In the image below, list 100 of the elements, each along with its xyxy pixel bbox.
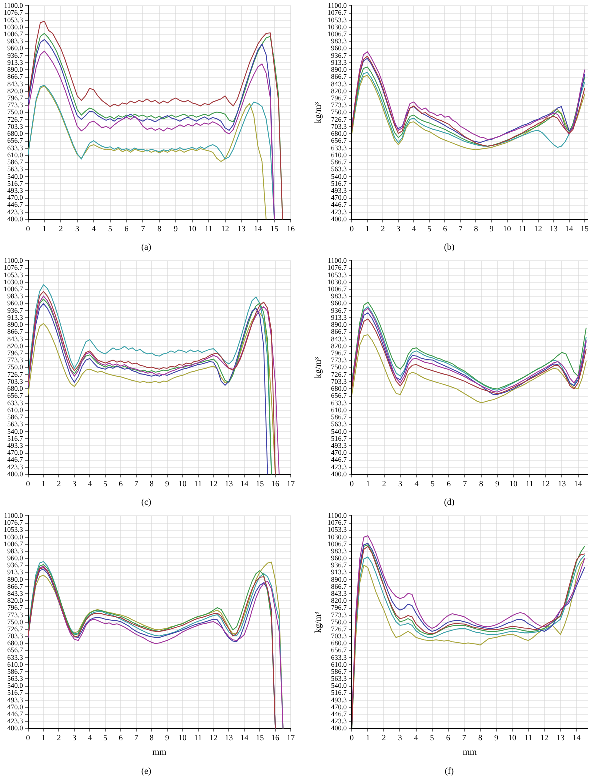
x-tick-label: 0: [26, 479, 30, 488]
x-tick-label: 10: [508, 734, 517, 743]
x-tick-label: 17: [287, 734, 295, 743]
x-tick-label: 1: [42, 224, 47, 234]
x-tick-label: 16: [272, 734, 280, 743]
x-tick-label: 13: [556, 734, 565, 743]
x-tick-label: 15: [270, 224, 279, 234]
x-axis-title: mm: [152, 747, 167, 758]
x-tick-label: 2: [59, 224, 64, 234]
x-tick-label: 12: [210, 734, 218, 743]
x-tick-label: 9: [165, 479, 170, 488]
x-tick-label: 0: [350, 224, 354, 234]
x-tick-label: 12: [210, 479, 218, 488]
text: (a): [142, 242, 152, 252]
x-tick-label: 8: [474, 224, 478, 234]
x-tick-label: 10: [510, 479, 518, 488]
x-tick-label: 15: [580, 224, 589, 234]
x-tick-label: 14: [574, 479, 582, 488]
x-tick-label: 5: [430, 734, 434, 743]
text: (d): [444, 496, 455, 507]
x-tick-label: 14: [254, 224, 262, 234]
x-tick-label: 0: [350, 479, 354, 488]
x-tick-label: 11: [205, 224, 213, 234]
x-tick-label: 1: [42, 479, 46, 488]
y-axis-title: kg/m³: [312, 612, 323, 634]
x-tick-label: 5: [428, 224, 432, 234]
x-tick-label: 6: [118, 734, 123, 743]
x-tick-label: 9: [174, 224, 178, 234]
x-tick-label: 8: [158, 224, 162, 234]
x-tick-label: 3: [72, 734, 77, 743]
x-tick-label: 5: [108, 224, 112, 234]
x-tick-label: 5: [104, 734, 108, 743]
x-tick-label: 6: [443, 224, 448, 234]
x-tick-label: 6: [447, 479, 452, 488]
x-tick-label: 6: [446, 734, 450, 743]
x-tick-label: 16: [287, 224, 295, 234]
x-tick-label: 13: [238, 224, 246, 234]
text: (c): [142, 496, 152, 507]
x-tick-label: 2: [382, 734, 386, 743]
x-tick-label: 4: [88, 479, 92, 488]
x-tick-label: 7: [458, 224, 463, 234]
x-tick-label: 6: [118, 479, 123, 488]
x-tick-label: 15: [256, 734, 264, 743]
x-tick-label: 13: [225, 479, 234, 488]
x-tick-label: 1: [366, 734, 370, 743]
x-tick-label: 11: [194, 479, 202, 488]
x-tick-label: 7: [463, 479, 468, 488]
x-tick-label: 10: [178, 479, 187, 488]
x-tick-label: 11: [518, 224, 527, 234]
y-axis-title: kg/m³: [312, 357, 323, 378]
text: (b): [444, 242, 455, 252]
x-tick-label: 1: [366, 224, 370, 234]
x-tick-label: 4: [92, 224, 96, 234]
x-tick-label: 14: [565, 224, 574, 234]
x-tick-label: 0: [350, 734, 354, 743]
x-tick-label: 14: [240, 479, 249, 488]
x-tick-label: 4: [414, 479, 419, 488]
x-tick-label: 8: [479, 479, 484, 488]
x-tick-label: 10: [503, 224, 512, 234]
x-tick-label: 8: [150, 479, 154, 488]
x-tick-label: 3: [398, 479, 403, 488]
x-tick-label: 13: [550, 224, 558, 234]
x-tick-label: 4: [412, 224, 416, 234]
x-tick-label: 0: [26, 734, 30, 743]
x-tick-label: 7: [134, 734, 138, 743]
x-tick-label: 13: [558, 479, 566, 488]
x-tick-label: 7: [462, 734, 466, 743]
x-tick-label: 14: [572, 734, 581, 743]
x-tick-label: 13: [225, 734, 234, 743]
x-tick-label: 17: [287, 479, 295, 488]
x-tick-label: 3: [396, 224, 401, 234]
text: (f): [445, 766, 454, 776]
x-tick-label: 11: [526, 479, 534, 488]
x-tick-label: 8: [478, 734, 482, 743]
text: (e): [142, 766, 152, 776]
x-tick-label: 15: [256, 479, 264, 488]
x-tick-label: 11: [524, 734, 532, 743]
x-tick-label: 9: [496, 479, 500, 488]
x-tick-label: 12: [221, 224, 230, 234]
x-tick-label: 12: [542, 479, 550, 488]
x-tick-label: 2: [382, 479, 386, 488]
x-tick-label: 3: [72, 479, 77, 488]
x-tick-label: 4: [88, 734, 92, 743]
x-tick-label: 9: [494, 734, 499, 743]
x-tick-label: 9: [165, 734, 170, 743]
x-tick-label: 1: [42, 734, 46, 743]
x-tick-label: 3: [76, 224, 80, 234]
x-tick-label: 11: [194, 734, 202, 743]
x-tick-label: 2: [57, 479, 62, 488]
x-tick-label: 10: [188, 224, 196, 234]
x-tick-label: 10: [178, 734, 187, 743]
x-tick-label: 3: [398, 734, 402, 743]
x-tick-label: 0: [26, 224, 30, 234]
x-tick-label: 12: [540, 734, 549, 743]
x-tick-label: 7: [141, 224, 146, 234]
x-tick-label: 9: [490, 224, 494, 234]
y-axis-title: kg/m³: [312, 102, 323, 124]
x-tick-label: 4: [414, 734, 418, 743]
x-tick-label: 5: [104, 479, 108, 488]
x-tick-label: 7: [134, 479, 138, 488]
